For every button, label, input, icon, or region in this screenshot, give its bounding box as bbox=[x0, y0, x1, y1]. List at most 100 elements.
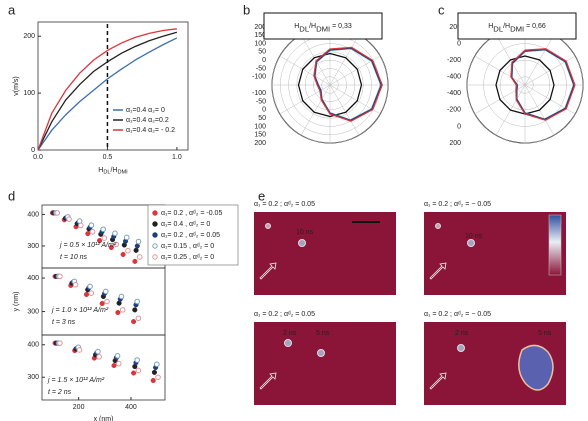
panel-label: c bbox=[438, 2, 445, 17]
plot-frame bbox=[37, 21, 189, 151]
y-axis-label: y (nm) bbox=[13, 292, 20, 312]
simulation-image bbox=[254, 322, 396, 405]
point bbox=[123, 234, 130, 241]
grid-ring bbox=[483, 43, 567, 127]
r-tick-label: -400 bbox=[447, 74, 461, 81]
r-tick-label: 50 bbox=[258, 49, 266, 56]
point bbox=[54, 210, 61, 216]
legend-marker bbox=[152, 221, 158, 227]
point bbox=[151, 369, 157, 375]
skyrmion bbox=[435, 223, 441, 229]
point bbox=[76, 218, 83, 224]
y-tick-label: 100 bbox=[23, 90, 35, 97]
r-tick-label: 0 bbox=[262, 57, 266, 64]
legend-label: α₁= 0.15 , αᵈ₂ = 0 bbox=[161, 243, 214, 250]
skyrmion bbox=[457, 344, 465, 352]
point bbox=[134, 243, 140, 249]
text-part: H bbox=[488, 23, 493, 30]
caption: α₁ = 0.2 ; αᵈ₂ = 0.05 bbox=[254, 311, 315, 318]
r-tick-label: 200 bbox=[449, 24, 461, 31]
panel-label: d bbox=[8, 188, 15, 203]
point bbox=[135, 367, 142, 374]
title-box bbox=[263, 12, 383, 40]
y-tick-label: 400 bbox=[27, 275, 39, 282]
x-axis-label: x (nm) bbox=[94, 416, 114, 421]
x-tick-label: 0.5 bbox=[103, 154, 113, 161]
r-tick-label: 50 bbox=[258, 115, 266, 122]
text-part: DMI bbox=[510, 24, 524, 33]
spoke bbox=[279, 55, 331, 86]
y-tick-label: 300 bbox=[27, 308, 39, 315]
r-tick-label: 150 bbox=[254, 132, 266, 139]
point bbox=[97, 238, 103, 244]
y-tick-label: 400 bbox=[27, 211, 39, 218]
skyrmion bbox=[284, 339, 292, 347]
r-tick-label: -100 bbox=[252, 90, 266, 97]
legend-label: α₁=0.4 α₂=0.2 bbox=[126, 117, 169, 124]
skyrmion bbox=[467, 239, 475, 247]
text-part: H bbox=[294, 23, 299, 30]
point bbox=[100, 226, 106, 233]
spoke bbox=[329, 84, 360, 136]
spoke bbox=[300, 34, 331, 86]
y-tick-label: 0 bbox=[31, 147, 35, 154]
legend-marker bbox=[152, 243, 158, 249]
r-tick-label: -400 bbox=[447, 90, 461, 97]
legend-label: α₁= 0.2 , αᵈ₂ = 0.05 bbox=[161, 232, 220, 239]
line-series bbox=[37, 37, 178, 151]
r-tick-label: -50 bbox=[256, 98, 266, 105]
legend-marker bbox=[152, 254, 158, 260]
point bbox=[134, 357, 140, 363]
time-label: 10 ns bbox=[296, 229, 314, 236]
x-tick-label: 400 bbox=[125, 404, 137, 411]
point bbox=[131, 319, 137, 325]
point bbox=[72, 281, 79, 288]
point bbox=[132, 258, 138, 264]
point bbox=[108, 244, 114, 251]
simulation-image bbox=[424, 212, 566, 295]
current-arrow bbox=[259, 262, 277, 280]
text-part: = 0,33 bbox=[330, 23, 352, 30]
point bbox=[66, 216, 72, 222]
spoke bbox=[329, 34, 360, 86]
panel-label: e bbox=[258, 188, 265, 203]
grid-ring bbox=[499, 59, 551, 111]
legend-box bbox=[147, 204, 239, 266]
point bbox=[96, 353, 102, 360]
panel-label: a bbox=[8, 2, 16, 17]
point bbox=[101, 235, 108, 241]
point bbox=[83, 291, 90, 298]
x-tick-label: 0.0 bbox=[33, 154, 43, 161]
y-tick-label: 300 bbox=[27, 374, 39, 381]
point bbox=[87, 283, 93, 290]
point bbox=[115, 310, 121, 316]
point bbox=[136, 254, 143, 260]
time-label: 2 ns bbox=[283, 330, 297, 337]
text-part: DMI bbox=[316, 24, 330, 33]
point bbox=[95, 348, 101, 355]
caption: α₁ = 0.2 ; αᵈ₂ = − 0.05 bbox=[424, 201, 491, 208]
point bbox=[154, 361, 160, 368]
r-tick-label: 100 bbox=[254, 40, 266, 47]
text-part: DL bbox=[103, 170, 110, 176]
annotation: t = 10 ns bbox=[60, 254, 88, 261]
point bbox=[88, 222, 95, 228]
point bbox=[85, 231, 91, 237]
point bbox=[133, 247, 139, 253]
x-tick-label: 1.0 bbox=[172, 154, 182, 161]
line-series bbox=[37, 28, 177, 151]
text-part: /H bbox=[110, 167, 117, 174]
caption: α₁ = 0.2 ; αᵈ₂ = − 0.05 bbox=[424, 311, 491, 318]
point bbox=[125, 247, 131, 254]
y-tick-label: 200 bbox=[23, 33, 35, 40]
panel-label: b bbox=[243, 2, 250, 17]
polar-curve bbox=[313, 46, 383, 122]
annotation: t = 2 ns bbox=[48, 389, 72, 396]
r-tick-label: 150 bbox=[254, 32, 266, 39]
legend-label: α₁= 0.2 , αᵈ₂ = -0.05 bbox=[161, 210, 222, 217]
point bbox=[132, 307, 138, 313]
point bbox=[88, 290, 95, 296]
y-tick-label: 300 bbox=[27, 243, 39, 250]
text-part: DMI bbox=[117, 170, 128, 176]
